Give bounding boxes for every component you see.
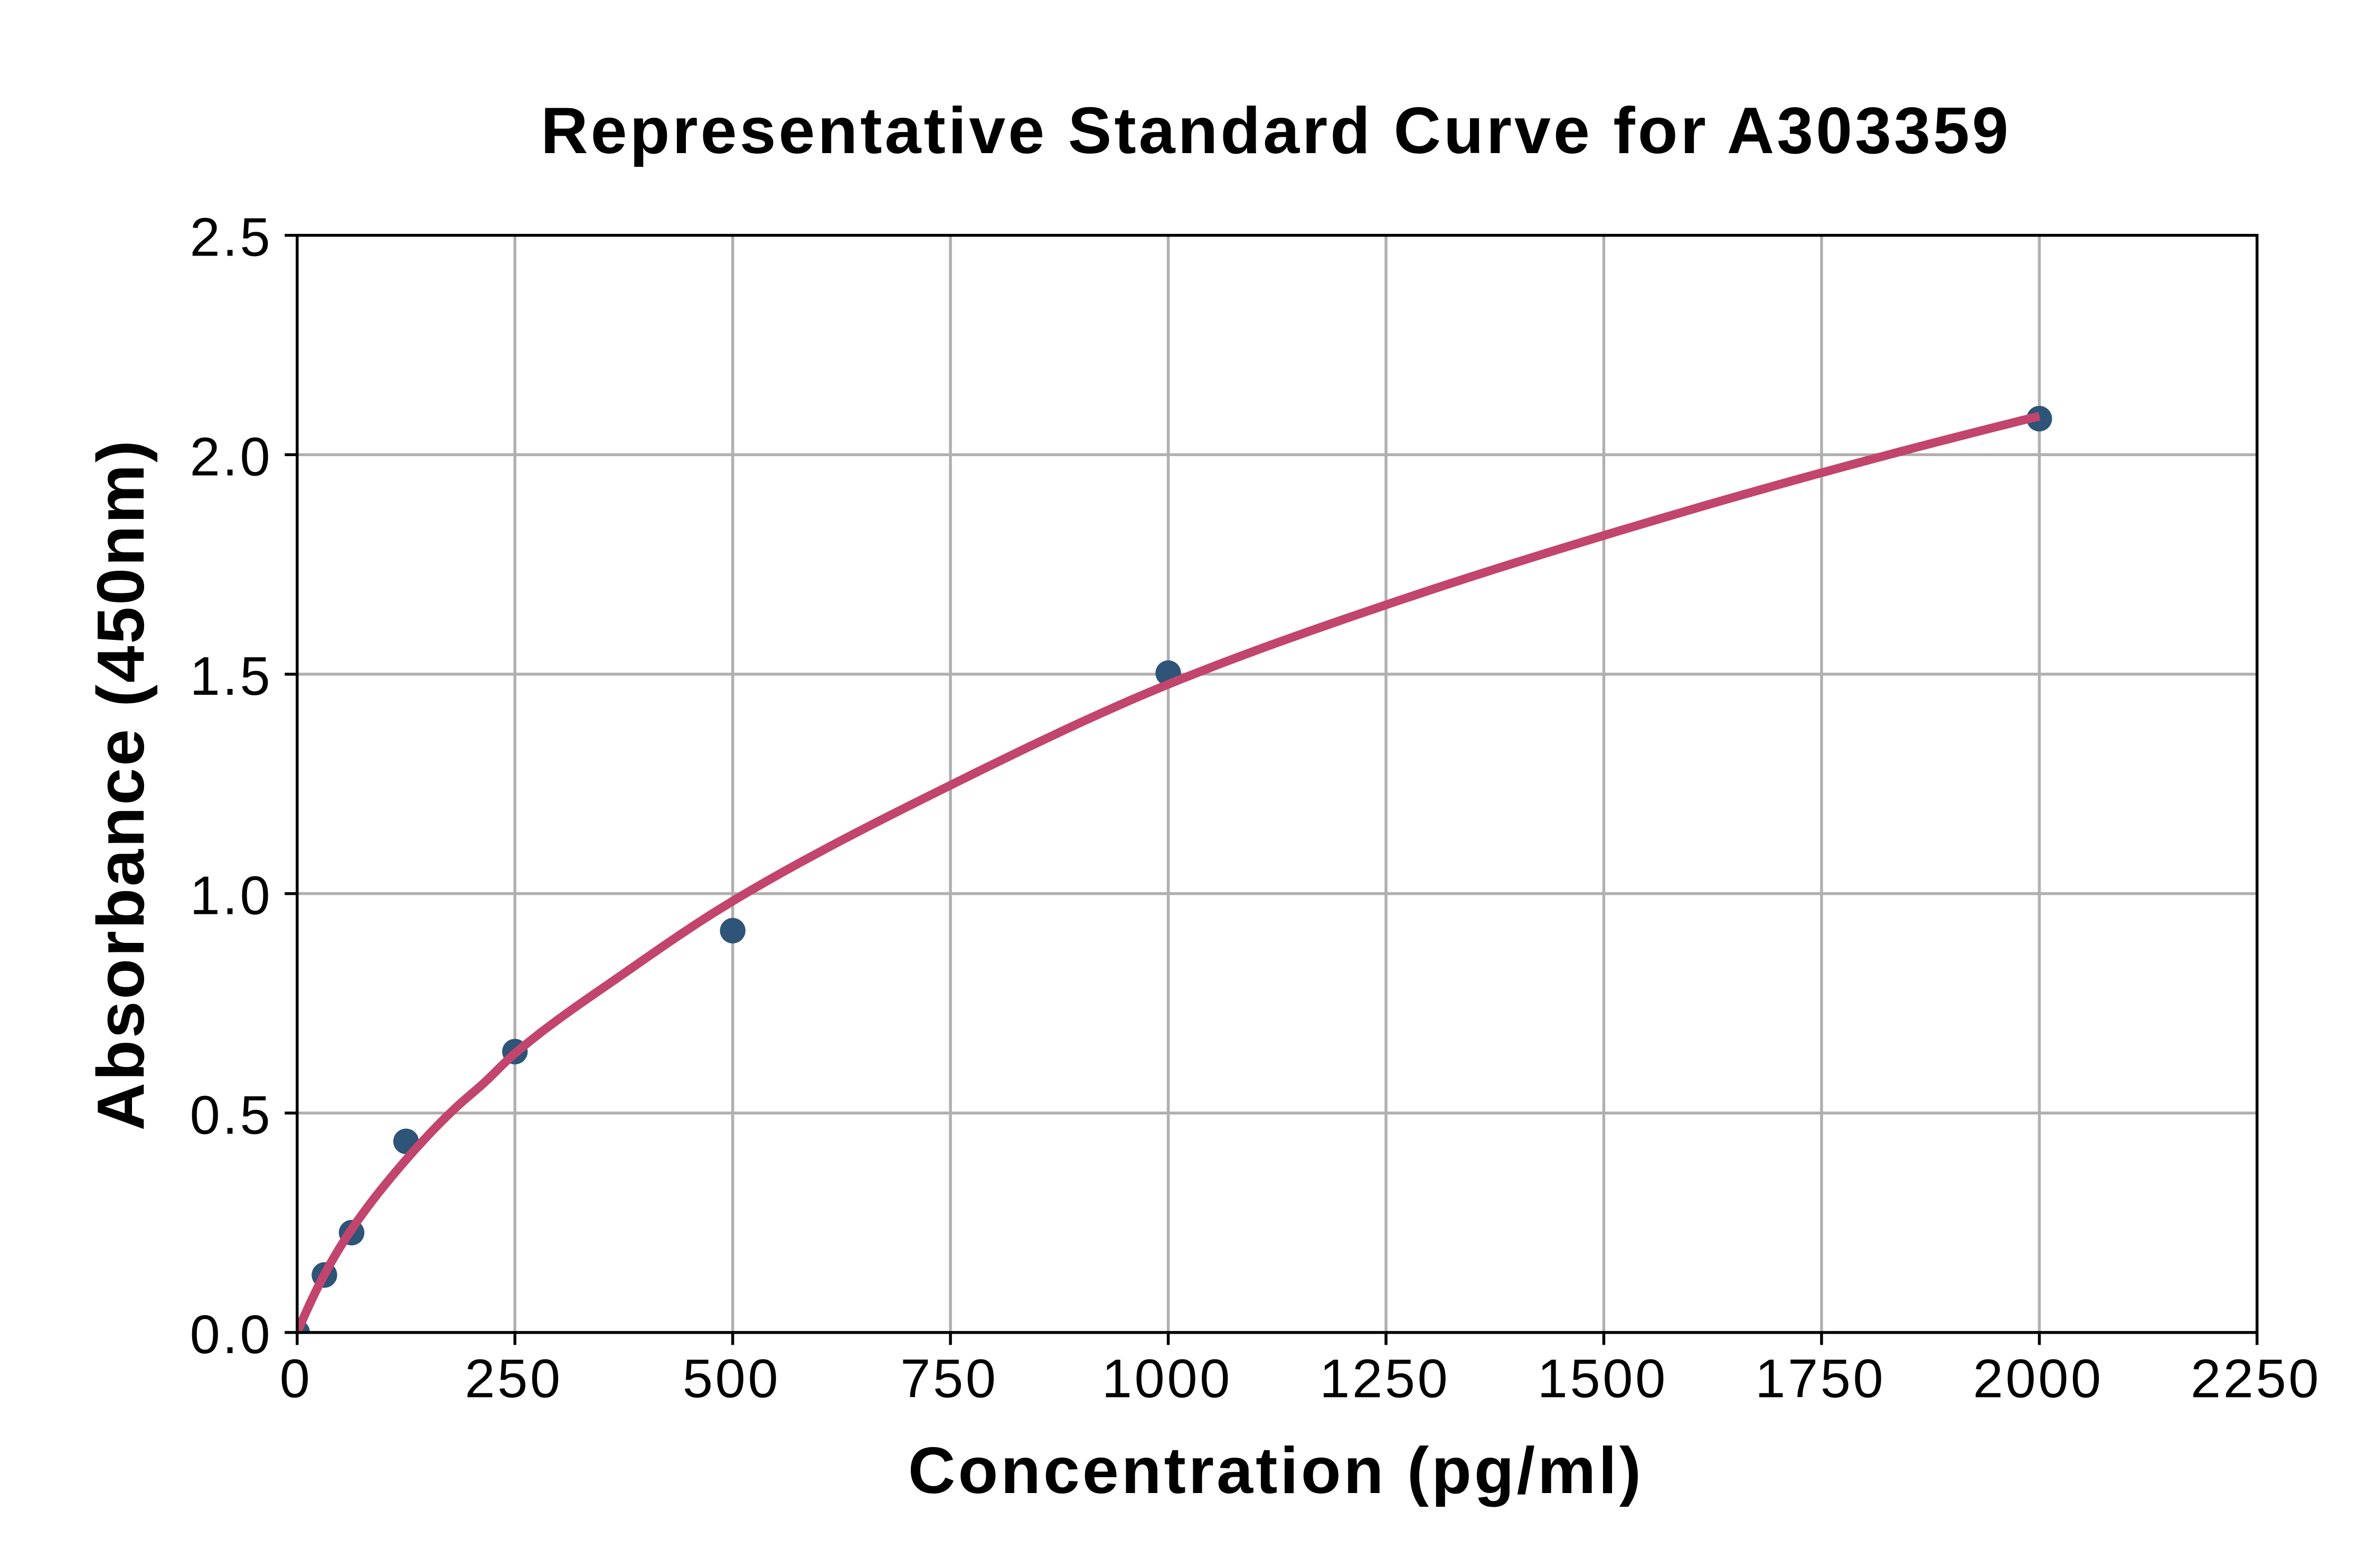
svg-text:2250: 2250 — [2191, 1348, 2321, 1409]
svg-text:1000: 1000 — [1102, 1348, 1232, 1409]
svg-text:1.0: 1.0 — [190, 865, 273, 926]
svg-text:1750: 1750 — [1755, 1348, 1885, 1409]
svg-text:1.5: 1.5 — [190, 646, 273, 706]
svg-text:2.5: 2.5 — [190, 207, 273, 268]
svg-text:2.0: 2.0 — [190, 426, 273, 487]
svg-text:Representative Standard Curve: Representative Standard Curve for A30335… — [541, 95, 2011, 167]
svg-text:250: 250 — [465, 1348, 562, 1409]
svg-text:500: 500 — [683, 1348, 780, 1409]
svg-text:Concentration (pg/ml): Concentration (pg/ml) — [908, 1434, 1644, 1507]
svg-text:0.5: 0.5 — [190, 1084, 273, 1145]
svg-text:Absorbance (450nm): Absorbance (450nm) — [83, 438, 158, 1130]
svg-text:0: 0 — [280, 1348, 313, 1409]
svg-text:0.0: 0.0 — [190, 1304, 273, 1365]
svg-text:2000: 2000 — [1973, 1348, 2104, 1409]
svg-text:1250: 1250 — [1319, 1348, 1450, 1409]
svg-text:750: 750 — [900, 1348, 998, 1409]
svg-text:1500: 1500 — [1538, 1348, 1668, 1409]
